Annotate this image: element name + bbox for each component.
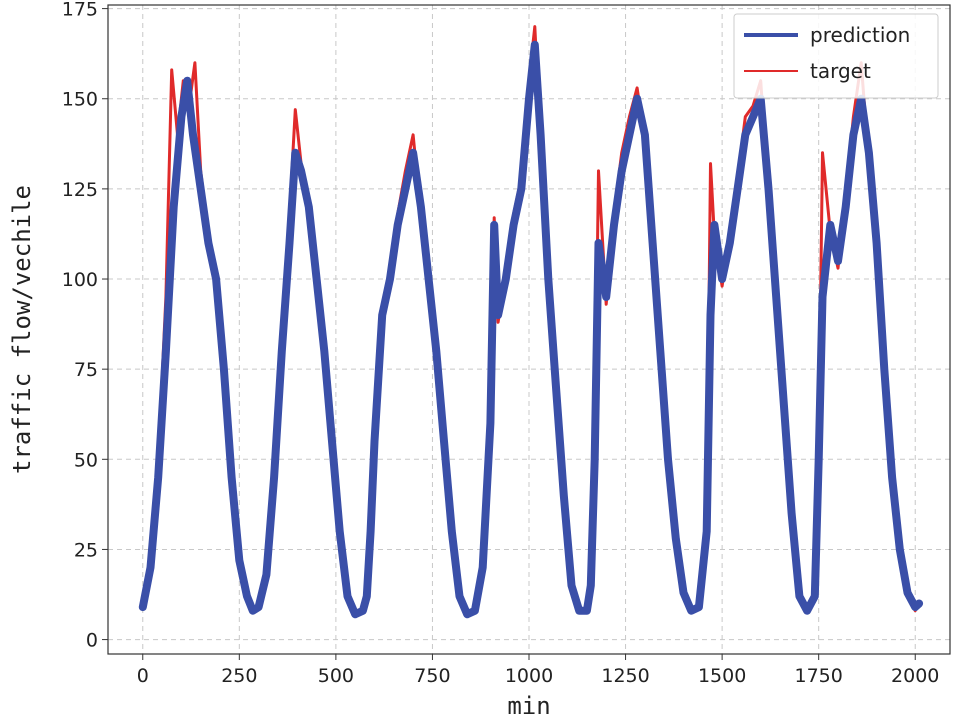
- x-tick-label: 0: [137, 665, 149, 687]
- ticks: 0 250 500 750 1000 1250 1500 1750 2000 0 25 50 75 100…: [62, 0, 940, 687]
- y-tick-label: 0: [86, 630, 98, 652]
- x-axis-label: min: [507, 692, 550, 720]
- legend-label-prediction: prediction: [810, 23, 910, 47]
- y-tick-label: 100: [62, 269, 98, 291]
- x-tick-label: 1500: [698, 665, 746, 687]
- x-tick-label: 250: [221, 665, 257, 687]
- y-axis-label: traffic flow/vechile: [8, 185, 36, 474]
- y-tick-label: 75: [74, 359, 98, 381]
- x-tick-label: 750: [414, 665, 450, 687]
- legend: prediction target: [733, 13, 939, 99]
- x-tick-label: 2000: [891, 665, 939, 687]
- x-tick-label: 1250: [601, 665, 649, 687]
- axis-labels: min traffic flow/vechile: [8, 185, 551, 720]
- series-layer: [138, 25, 924, 619]
- x-tick-label: 1750: [794, 665, 842, 687]
- x-tick-label: 500: [318, 665, 354, 687]
- series-line-prediction: [138, 40, 924, 619]
- y-tick-label: 125: [62, 179, 98, 201]
- y-tick-label: 50: [74, 449, 98, 471]
- legend-label-target: target: [810, 59, 871, 83]
- x-tick-label: 1000: [505, 665, 553, 687]
- y-tick-label: 175: [62, 0, 98, 21]
- y-tick-label: 150: [62, 89, 98, 111]
- y-tick-label: 25: [74, 539, 98, 561]
- grid: [108, 5, 950, 654]
